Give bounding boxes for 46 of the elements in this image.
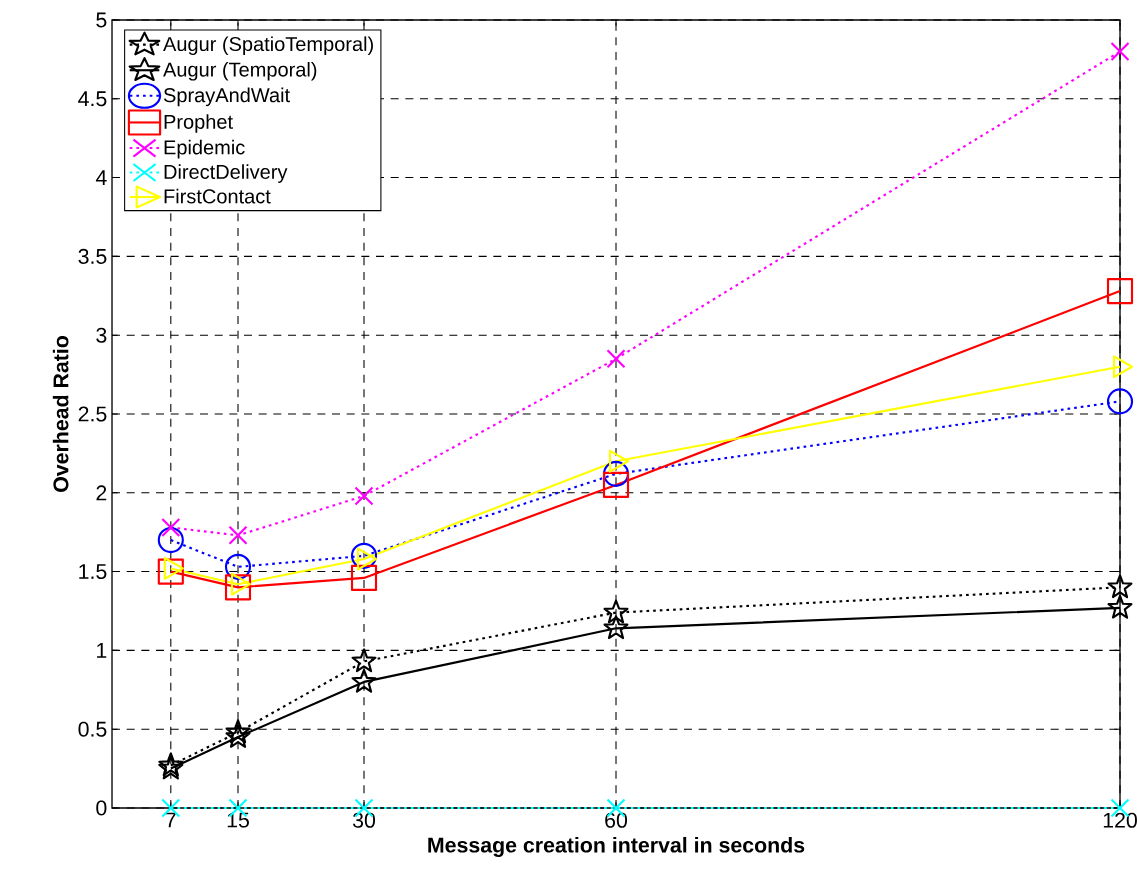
point xyxy=(1106,388,1134,415)
point xyxy=(1106,277,1134,305)
y-tick-label: 4 xyxy=(95,170,107,185)
legend-label: SprayAndWait xyxy=(163,87,290,107)
y-tick-label: 3 xyxy=(96,327,107,343)
y-tick-label: 0.5 xyxy=(78,721,107,737)
x-tick-label: 7 xyxy=(165,812,176,828)
point xyxy=(1107,594,1133,619)
y-tick-label: 2 xyxy=(96,485,107,501)
y-axis-title: Overhead Ratio xyxy=(52,336,69,492)
point xyxy=(350,564,378,591)
y-tick-label: 5 xyxy=(96,12,107,28)
x-tick-label: 120 xyxy=(1103,812,1137,828)
point xyxy=(603,615,629,640)
legend-label: DirectDelivery xyxy=(164,164,288,183)
x-tick-label: 15 xyxy=(227,812,249,828)
point xyxy=(157,527,184,554)
point xyxy=(354,486,374,506)
point xyxy=(228,525,248,545)
point xyxy=(603,599,629,624)
point xyxy=(602,460,630,487)
y-tick-label: 4.5 xyxy=(78,91,107,107)
point xyxy=(1107,574,1133,599)
x-axis-title: Message creation interval in seconds xyxy=(428,836,805,857)
x-tick-label: 30 xyxy=(352,812,376,828)
x-tick-label: 60 xyxy=(605,812,628,828)
legend-label: Augur (Temporal) xyxy=(163,61,317,81)
point xyxy=(350,542,378,569)
legend-label: Epidemic xyxy=(164,139,245,159)
y-tick-label: 1 xyxy=(97,643,107,658)
y-tick-label: 3.5 xyxy=(78,248,107,264)
y-tick-label: 0 xyxy=(96,800,107,816)
point xyxy=(351,648,377,673)
point xyxy=(157,558,184,585)
point xyxy=(351,668,377,693)
y-tick-label: 2.5 xyxy=(78,406,107,422)
point xyxy=(602,471,630,498)
point xyxy=(224,553,252,580)
point xyxy=(606,349,626,369)
legend-label: FirstContact xyxy=(164,188,271,204)
legend-label: Augur (SpatioTemporal) xyxy=(163,36,373,56)
point xyxy=(224,574,252,601)
point xyxy=(1110,41,1130,62)
point xyxy=(161,517,181,538)
legend-label: Prophet xyxy=(164,114,233,133)
y-tick-label: 1.5 xyxy=(79,564,107,580)
